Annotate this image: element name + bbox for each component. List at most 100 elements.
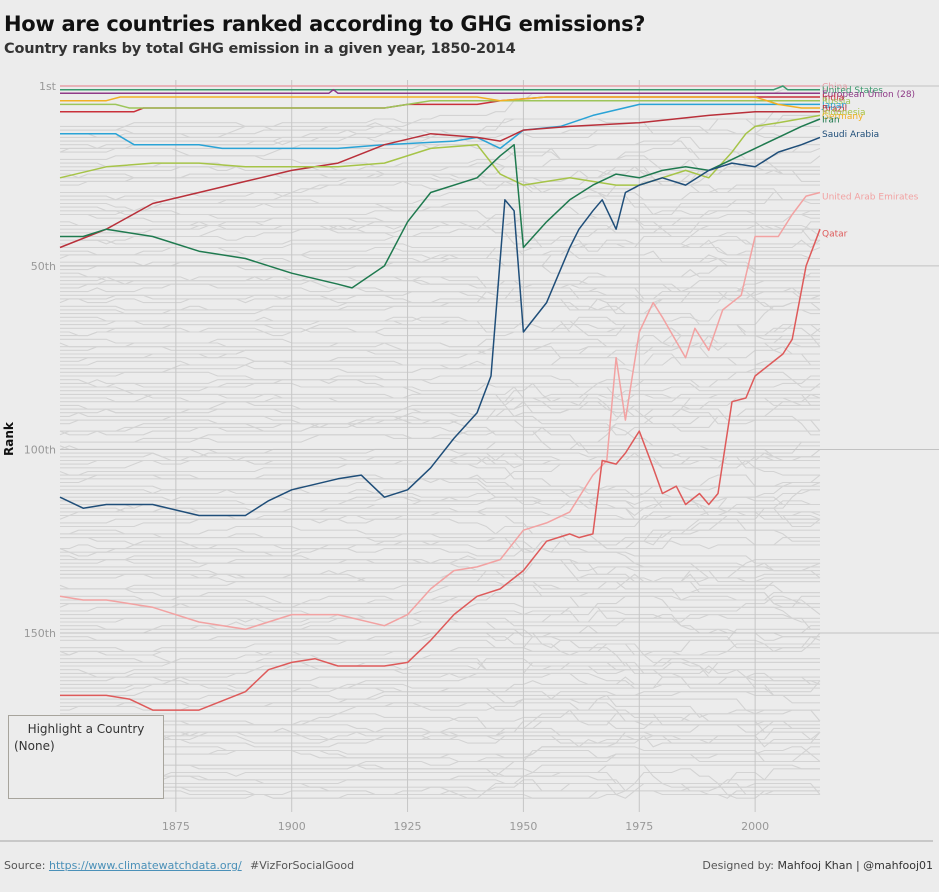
end-label[interactable]: Qatar bbox=[822, 229, 848, 239]
end-label[interactable]: Japan bbox=[821, 101, 847, 111]
background-country-line bbox=[60, 415, 820, 443]
hashtag: #VizForSocialGood bbox=[250, 859, 355, 872]
series-line-germany[interactable] bbox=[60, 96, 820, 109]
background-country-line bbox=[60, 291, 820, 304]
end-label[interactable]: Saudi Arabia bbox=[822, 130, 879, 140]
series-line-saudi-arabia[interactable] bbox=[59, 136, 821, 517]
end-label[interactable]: Iran bbox=[822, 116, 840, 126]
background-country-line bbox=[60, 320, 821, 337]
background-country-line bbox=[60, 375, 820, 399]
background-country-line bbox=[60, 122, 820, 138]
x-tick-label: 1950 bbox=[509, 820, 537, 833]
background-country-line bbox=[60, 518, 820, 539]
series-line-brazil[interactable] bbox=[59, 110, 820, 249]
background-country-line bbox=[60, 235, 821, 256]
background-country-line bbox=[60, 489, 820, 520]
background-country-line bbox=[60, 511, 821, 535]
y-tick-label: 50th bbox=[31, 260, 56, 273]
background-country-line bbox=[60, 720, 820, 733]
filter-value[interactable]: (None) bbox=[14, 739, 55, 753]
series-line-iran[interactable] bbox=[60, 118, 821, 289]
background-country-line bbox=[60, 537, 820, 557]
background-country-line bbox=[60, 397, 820, 417]
background-country-line bbox=[60, 680, 821, 700]
end-label[interactable]: Brazil bbox=[822, 105, 847, 115]
source-label: Source: bbox=[4, 859, 49, 872]
background-country-line bbox=[60, 463, 820, 491]
filter-label: Highlight a Country bbox=[27, 722, 145, 736]
background-country-line bbox=[60, 111, 820, 128]
series-line-united-arab-emirates[interactable] bbox=[59, 191, 821, 631]
background-country-line bbox=[60, 746, 820, 766]
background-country-line bbox=[59, 514, 821, 557]
background-country-line bbox=[60, 559, 820, 583]
background-country-line bbox=[60, 254, 820, 271]
background-country-line bbox=[60, 724, 820, 748]
background-country-line bbox=[60, 401, 820, 436]
background-country-line bbox=[60, 456, 820, 469]
end-label[interactable]: Russia bbox=[822, 97, 851, 107]
background-country-line bbox=[60, 661, 820, 682]
series-line-qatar[interactable] bbox=[60, 228, 821, 711]
series-line-united-states[interactable] bbox=[60, 85, 820, 91]
background-country-line bbox=[60, 676, 821, 700]
background-country-line bbox=[60, 415, 820, 458]
background-country-line bbox=[59, 393, 821, 436]
background-country-line bbox=[60, 268, 820, 304]
x-tick-label: 1875 bbox=[162, 820, 190, 833]
end-label[interactable]: United Arab Emirates bbox=[822, 193, 919, 203]
background-country-line bbox=[60, 621, 820, 641]
background-country-line bbox=[60, 771, 820, 785]
x-tick-label: 1925 bbox=[394, 820, 422, 833]
x-tick-label: 1975 bbox=[625, 820, 653, 833]
background-country-line bbox=[60, 151, 820, 171]
background-country-line bbox=[60, 581, 820, 601]
background-country-line bbox=[60, 764, 820, 799]
designer-credit: Designed by: Mahfooj Khan | @mahfooj01 bbox=[702, 859, 933, 872]
end-label[interactable]: Indonesia bbox=[822, 108, 866, 118]
chart-title: How are countries ranked according to GH… bbox=[4, 12, 646, 36]
highlight-country-filter[interactable]: Highlight a Country (None) bbox=[8, 715, 164, 799]
background-country-line bbox=[60, 606, 821, 616]
background-country-line bbox=[60, 650, 820, 667]
series-line-russia[interactable] bbox=[60, 99, 820, 109]
y-tick-label: 150th bbox=[24, 627, 56, 640]
designer-name: Mahfooj Khan | @mahfooj01 bbox=[777, 859, 934, 872]
chart-subtitle: Country ranks by total GHG emission in a… bbox=[4, 41, 516, 57]
x-tick-label: 2000 bbox=[741, 820, 769, 833]
background-country-line bbox=[60, 489, 820, 513]
background-country-line bbox=[60, 360, 820, 373]
background-country-line bbox=[60, 309, 820, 326]
end-label[interactable]: China bbox=[822, 83, 848, 93]
y-tick-label: 100th bbox=[24, 443, 56, 456]
end-label[interactable]: India bbox=[822, 94, 844, 104]
series-line-european-union-28-[interactable] bbox=[60, 88, 820, 95]
background-country-line bbox=[60, 213, 820, 234]
background-country-line bbox=[60, 749, 820, 763]
background-country-line bbox=[60, 272, 821, 315]
end-label[interactable]: Germany bbox=[822, 112, 864, 122]
background-country-line bbox=[60, 173, 820, 208]
background-country-line bbox=[59, 496, 820, 520]
background-country-line bbox=[60, 713, 820, 729]
background-country-line bbox=[60, 298, 821, 337]
background-country-line bbox=[60, 525, 820, 550]
series-line-indonesia[interactable] bbox=[59, 114, 821, 186]
source-link[interactable]: https://www.climatewatchdata.org/ bbox=[48, 859, 242, 872]
source-credit: Source: https://www.climatewatchdata.org… bbox=[4, 859, 242, 872]
background-country-line bbox=[60, 169, 820, 216]
background-country-line bbox=[60, 210, 820, 245]
background-country-line bbox=[60, 720, 820, 748]
end-label[interactable]: European Union (28) bbox=[822, 90, 915, 100]
end-label[interactable]: United States bbox=[822, 86, 883, 96]
background-country-line bbox=[60, 448, 821, 469]
background-country-line bbox=[60, 474, 820, 491]
background-country-line bbox=[60, 346, 820, 366]
background-country-line bbox=[60, 489, 820, 502]
background-country-line bbox=[60, 514, 820, 546]
highlighted-series bbox=[59, 85, 821, 711]
background-country-line bbox=[60, 434, 820, 450]
background-country-line bbox=[60, 658, 820, 675]
background-country-line bbox=[60, 540, 820, 564]
